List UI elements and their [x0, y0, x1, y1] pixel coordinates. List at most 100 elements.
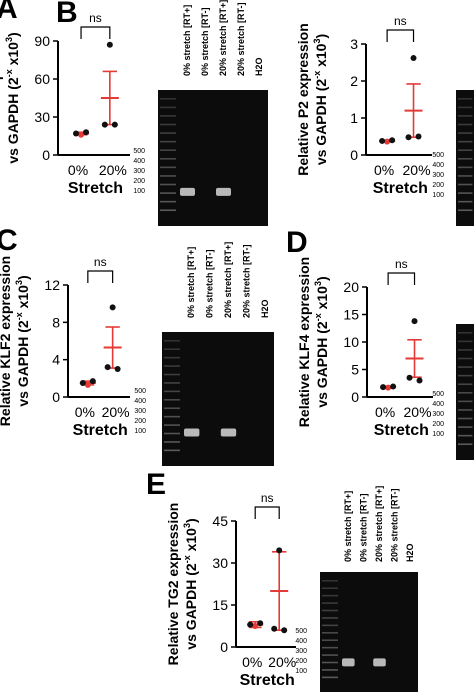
ladder-band	[458, 98, 473, 100]
significance-bracket	[254, 506, 280, 519]
ladder-band	[160, 175, 176, 177]
gel-image	[158, 90, 268, 226]
ladder-band	[160, 183, 176, 186]
ladder-label: 100	[295, 668, 307, 675]
ladder-band	[322, 594, 338, 597]
lane-label: 20% stretch [RT+]	[218, 0, 228, 76]
ladder-band	[160, 200, 176, 203]
ladder-band	[160, 140, 176, 143]
lane-label: 20% stretch [RT-]	[241, 244, 251, 318]
ladder-band	[160, 192, 176, 194]
ladder-band	[458, 374, 473, 377]
ladder-band	[458, 426, 473, 428]
x-axis-title: Stretch	[73, 422, 128, 439]
y-label-prefix: vs GAPDH	[15, 337, 31, 407]
ladder-band	[458, 349, 473, 351]
ladder-band	[164, 365, 180, 367]
ladder-label: 300	[134, 408, 146, 415]
x-tick-label: 0%	[375, 404, 395, 420]
y-axis-label-line2: vs GAPDH (2-x x103)	[14, 275, 31, 406]
y-label-prefix: vs GAPDH	[183, 580, 199, 650]
significance-label: ns	[94, 255, 107, 269]
y-tick-label: 0	[220, 639, 228, 655]
significance-bracket	[387, 272, 416, 285]
ladder-band	[322, 639, 338, 642]
y-axis-label-line1: Relative KLF4 expression	[296, 257, 312, 427]
panel-b: B Relative P2 expression vs GAPDH (2-x x10…	[56, 0, 474, 226]
ladder-band	[164, 424, 180, 426]
lane-label: 0% stretch [RT-]	[205, 249, 215, 318]
y-label-prefix: vs GAPDH	[313, 95, 329, 165]
ladder-band	[458, 132, 473, 134]
lane-label: H2O	[405, 543, 415, 562]
ladder-band	[458, 166, 473, 169]
y-axis-label: Relative P2 expression vs GAPDH (2-x x103…	[295, 23, 329, 176]
ladder-band	[322, 669, 338, 671]
significance-bracket	[87, 270, 114, 283]
ladder-band	[160, 166, 176, 169]
y-label-units: (2	[15, 320, 31, 333]
y-label-close: )	[15, 275, 31, 280]
ladder-band	[322, 654, 338, 656]
sample-band	[184, 428, 200, 437]
ladder-band	[160, 106, 176, 109]
y-tick-label: 60	[34, 71, 50, 87]
y-tick-label: 20	[343, 279, 359, 295]
ladder-band	[458, 392, 473, 394]
ladder-band	[458, 400, 473, 403]
ladder-band	[458, 383, 473, 386]
y-axis-label-line2: vs GAPDH (2-x x103)	[4, 32, 21, 163]
y-label-times: x10	[15, 285, 31, 312]
ladder-band	[164, 441, 180, 443]
y-tick-label: 5	[351, 362, 359, 378]
lane-label-group: H2O	[254, 57, 264, 76]
y-tick-label: 15	[212, 597, 228, 613]
x-tick-label: 20%	[102, 404, 130, 420]
x-tick-label: 20%	[403, 162, 431, 178]
y-label-superscript: -x	[313, 313, 323, 321]
y-label-exponent: 3	[4, 37, 14, 42]
lane-label-group: H2O	[405, 543, 415, 562]
ladder-band	[160, 123, 176, 126]
data-point	[79, 380, 86, 386]
ladder-label: 200	[134, 418, 146, 425]
y-tick-label: 4	[52, 352, 60, 368]
y-tick-label: 0	[351, 389, 359, 405]
data-point	[405, 134, 412, 141]
ladder-label: 500	[432, 391, 444, 398]
x-tick-label: 20%	[404, 404, 432, 420]
y-axis-label-line1: Relative P1 expression	[0, 22, 3, 175]
ladder-label: 400	[432, 162, 444, 169]
sample-band	[216, 187, 231, 196]
significance-bracket	[386, 29, 415, 42]
panel-letter: E	[146, 468, 166, 501]
lane-label: H2O	[254, 57, 264, 76]
ladder-band	[322, 661, 338, 664]
y-axis-label-line2: vs GAPDH (2-x x103)	[182, 518, 199, 649]
ladder-band	[458, 183, 473, 186]
y-tick-label: 3	[350, 36, 358, 52]
y-axis-label-line1: Relative TG2 expression	[165, 503, 181, 666]
lane-label: 0% stretch [RT+]	[343, 491, 353, 562]
significance-label: ns	[395, 257, 408, 271]
ladder-band	[322, 609, 338, 612]
ladder-label: 300	[295, 648, 307, 655]
ladder-label: 400	[295, 638, 307, 645]
y-tick-label: 15	[343, 307, 359, 323]
ladder-label: 500	[432, 152, 444, 159]
x-tick-label: 0%	[68, 162, 88, 178]
y-label-prefix: vs GAPDH	[314, 338, 330, 408]
y-label-superscript: -x	[312, 71, 322, 79]
lane-label: 20% stretch [RT-]	[236, 2, 246, 76]
data-point	[411, 318, 418, 325]
data-point	[390, 383, 397, 390]
ladder-band	[164, 449, 180, 452]
y-label-times: x10	[183, 528, 199, 555]
y-label-close: )	[5, 32, 21, 37]
significance-label: ns	[261, 491, 274, 505]
data-point	[276, 547, 283, 554]
